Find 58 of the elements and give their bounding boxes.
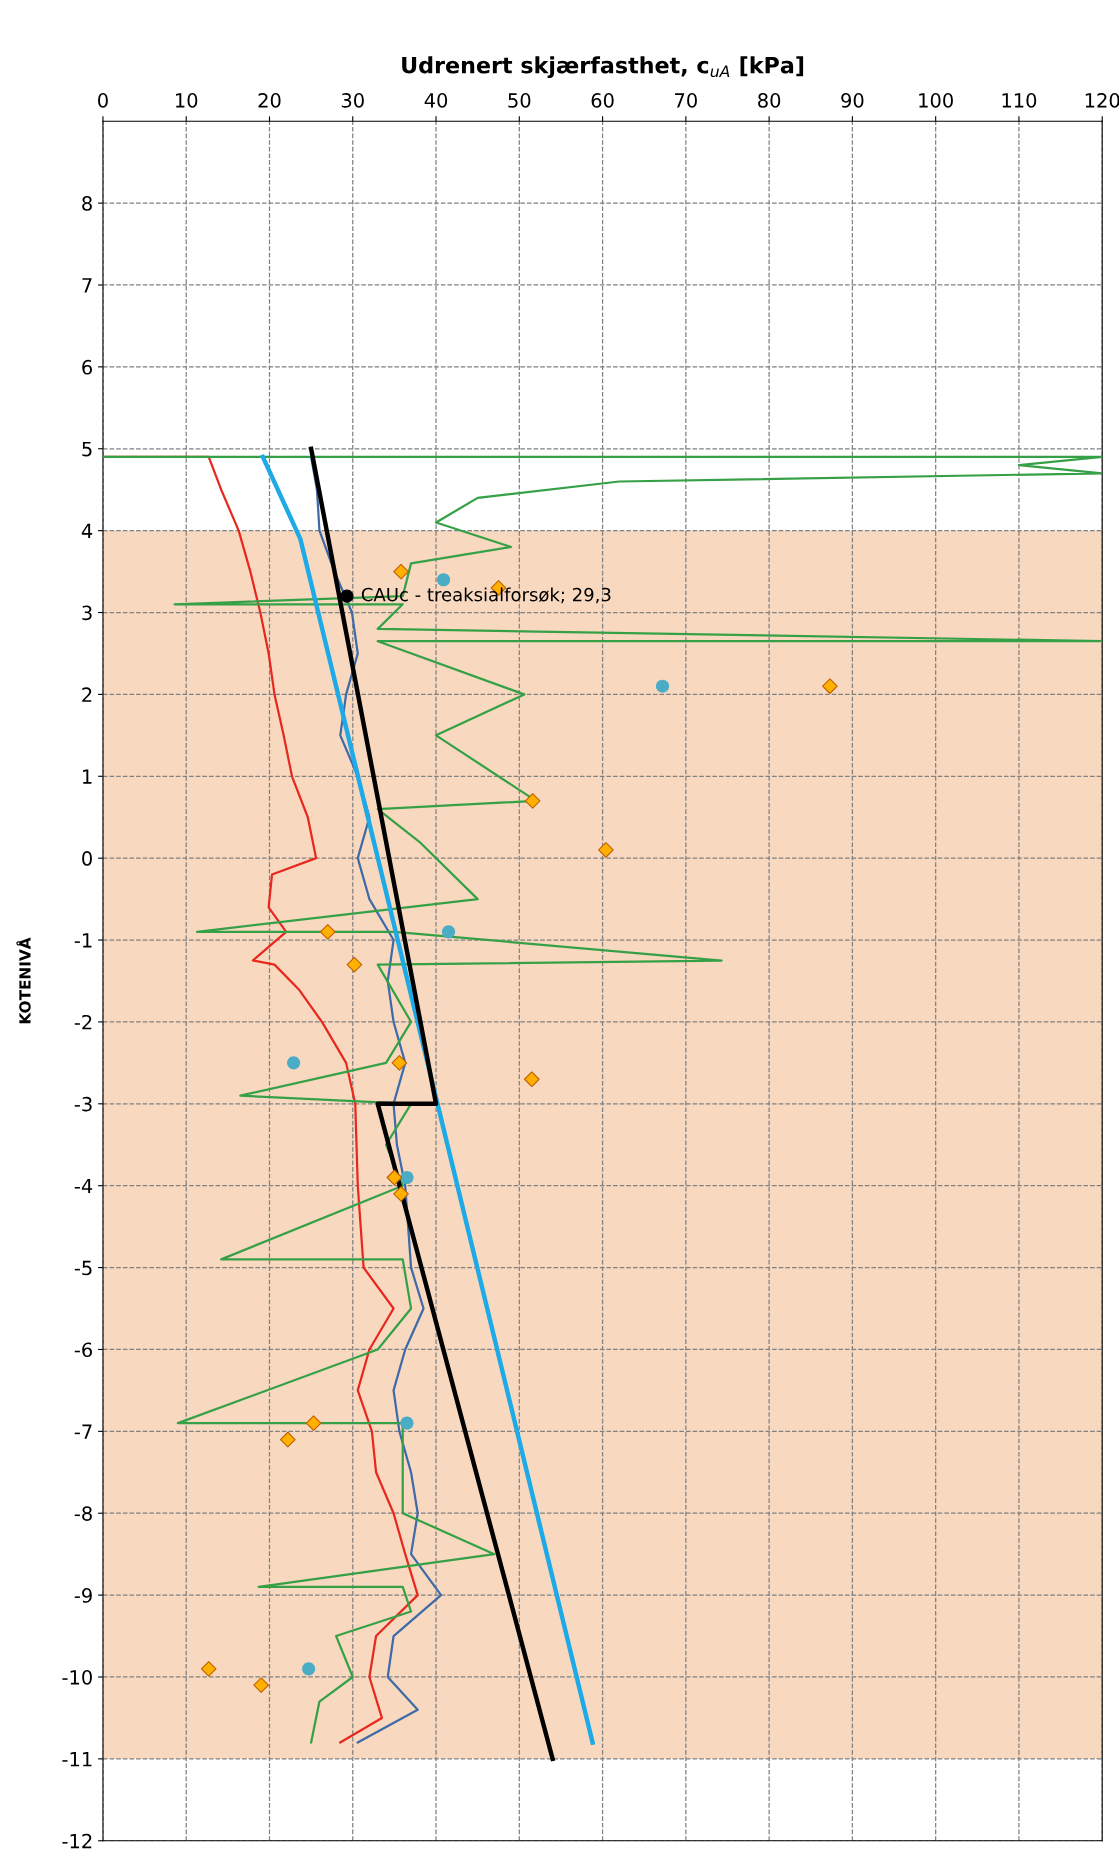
- point: [287, 1056, 301, 1070]
- point: [279, 1431, 296, 1448]
- y-tick-label: 5: [82, 441, 92, 457]
- y-tick-label: -11: [62, 1752, 92, 1767]
- point: [523, 1071, 540, 1088]
- x-tick-label: 20: [258, 93, 281, 108]
- y-tick-label: -1: [74, 933, 92, 948]
- x-tick-label: 0: [98, 93, 108, 108]
- point: [305, 1415, 322, 1431]
- point: [391, 1055, 408, 1071]
- y-tick-label: 6: [82, 359, 92, 375]
- point: [822, 678, 838, 695]
- point: [386, 1169, 403, 1186]
- point: [524, 793, 541, 809]
- y-tick-label: 3: [82, 605, 92, 621]
- y-tick-label: 7: [82, 278, 92, 293]
- y-tick-label: 4: [81, 523, 93, 539]
- x-tick-label: 80: [758, 93, 781, 108]
- y-tick-label: -12: [62, 1833, 92, 1849]
- y-tick-label: 1: [82, 769, 92, 784]
- x-tick-label: 90: [841, 93, 864, 108]
- x-tick-label: 40: [424, 93, 448, 108]
- x-tick-label: 120: [1085, 93, 1119, 108]
- y-tick-label: -4: [74, 1178, 93, 1194]
- x-tick-label: 110: [1002, 93, 1037, 108]
- point: [302, 1662, 316, 1676]
- y-tick-label: 8: [82, 196, 92, 211]
- y-axis-title: KOTENIVÅ: [16, 937, 31, 1024]
- point: [441, 925, 456, 939]
- point: [393, 1186, 409, 1202]
- y-tick-label: -2: [74, 1014, 92, 1030]
- point: [400, 1170, 414, 1185]
- point: [598, 842, 614, 858]
- point: [346, 956, 363, 973]
- x-tick-label: 30: [341, 93, 364, 108]
- point: [400, 1416, 414, 1430]
- y-tick-label: 2: [82, 687, 92, 702]
- y-tick-label: -9: [74, 1588, 92, 1603]
- y-tick-label: -5: [74, 1260, 92, 1276]
- point: [319, 924, 336, 940]
- point: [393, 563, 409, 580]
- y-tick-label: -10: [62, 1669, 92, 1685]
- x-tick-label: 10: [175, 93, 198, 108]
- y-tick-label: 0: [82, 851, 92, 866]
- x-tick-label: 100: [919, 93, 953, 108]
- y-tick-label: -8: [74, 1506, 92, 1521]
- x-tick-label: 50: [508, 93, 531, 108]
- y-tick-label: -3: [74, 1096, 92, 1112]
- point: [436, 573, 451, 587]
- y-tick-label: -6: [74, 1342, 92, 1358]
- point: [340, 589, 354, 603]
- x-tick-label: 60: [591, 93, 614, 108]
- point: [200, 1660, 217, 1677]
- y-tick-label: -7: [74, 1424, 92, 1439]
- x-axis-title: Udrenert skjærfasthet, c$_{uA}$ [kPa]: [402, 56, 804, 79]
- point: [655, 679, 670, 693]
- point: [253, 1677, 270, 1694]
- x-tick-label: 70: [675, 93, 697, 108]
